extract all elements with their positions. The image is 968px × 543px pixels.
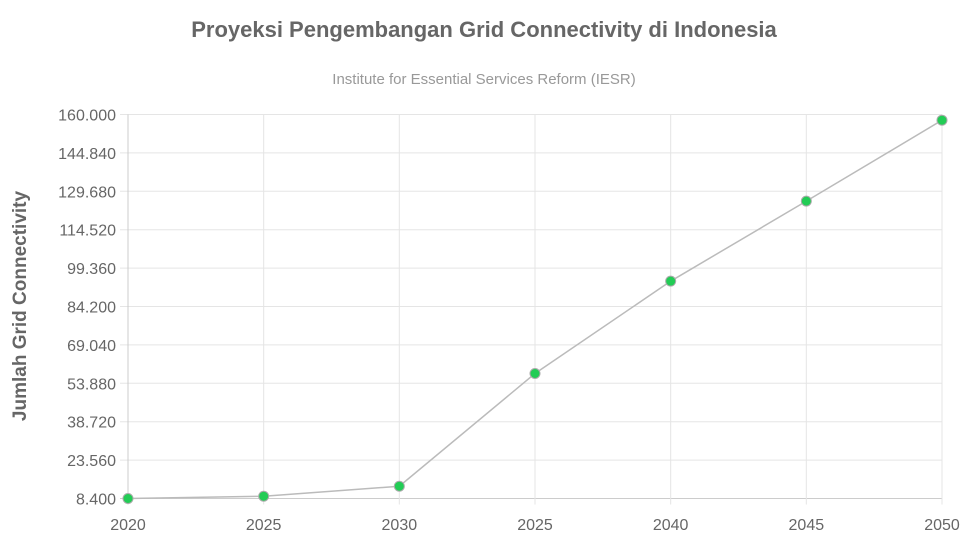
data-point <box>665 275 677 287</box>
data-point <box>936 114 948 126</box>
y-tick-label: 160.000 <box>58 108 116 125</box>
data-point <box>529 367 541 379</box>
x-tick-label: 2030 <box>382 517 418 534</box>
y-tick-label: 129.680 <box>58 184 116 201</box>
y-tick-label: 144.840 <box>58 146 116 163</box>
chart-subtitle: Institute for Essential Services Reform … <box>332 71 635 88</box>
x-tick-label: 2020 <box>110 517 146 534</box>
x-tick-label: 2050 <box>924 517 960 534</box>
chart-title: Proyeksi Pengembangan Grid Connectivity … <box>191 17 777 42</box>
x-tick-label: 2025 <box>517 517 553 534</box>
y-tick-label: 38.720 <box>67 415 116 432</box>
y-tick-label: 23.560 <box>67 453 116 470</box>
y-tick-label: 99.360 <box>67 261 116 278</box>
x-tick-label: 2025 <box>246 517 282 534</box>
y-tick-label: 84.200 <box>67 300 116 317</box>
data-point <box>258 490 270 502</box>
y-tick-label: 69.040 <box>67 338 116 355</box>
data-point <box>122 493 134 504</box>
y-axis-label: Jumlah Grid Connectivity <box>10 190 31 421</box>
y-tick-label: 114.520 <box>59 223 116 240</box>
data-point <box>800 195 812 207</box>
x-tick-label: 2040 <box>653 517 689 534</box>
y-tick-label: 8.400 <box>76 492 116 509</box>
y-tick-label: 53.880 <box>67 376 116 393</box>
x-tick-label: 2045 <box>789 517 825 534</box>
data-point <box>393 480 405 492</box>
